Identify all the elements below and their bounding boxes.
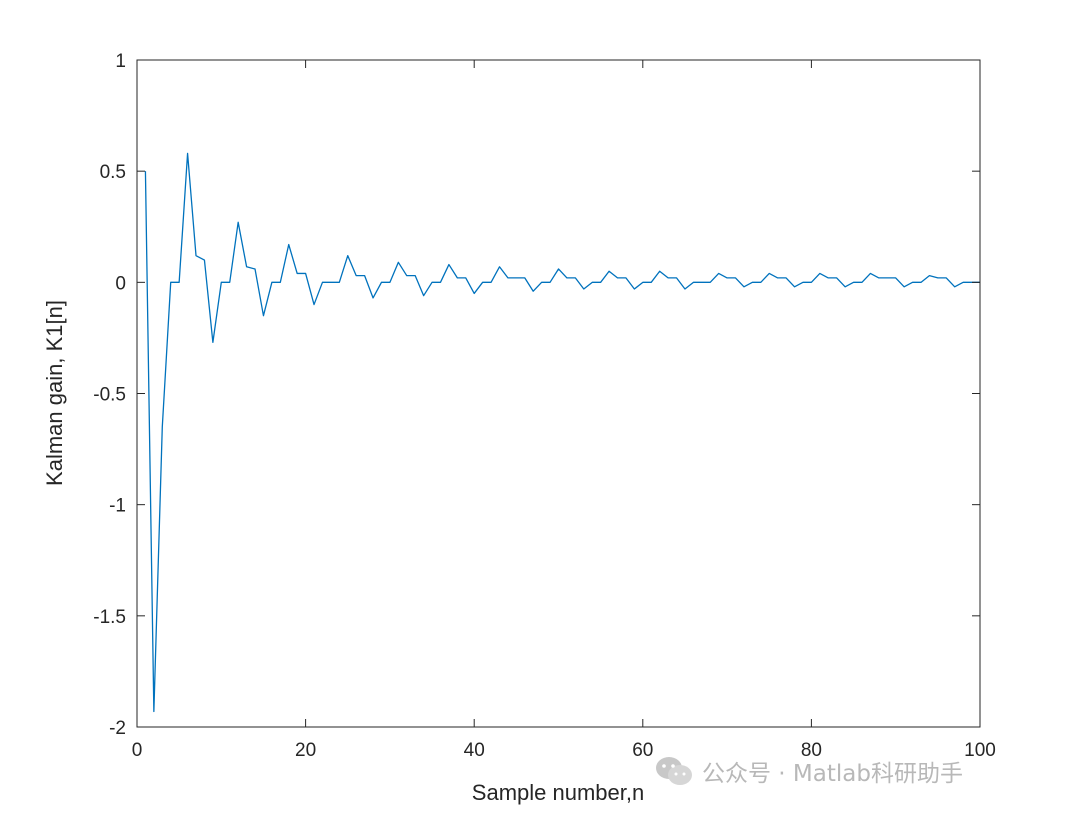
y-tick-label: 0.5 xyxy=(100,162,126,183)
plot-area xyxy=(137,60,980,727)
x-tick-label: 20 xyxy=(295,740,316,761)
y-tick-label: 0 xyxy=(115,273,126,294)
y-tick-label: 1 xyxy=(115,51,126,72)
x-tick-label: 100 xyxy=(964,740,996,761)
y-axis-label: Kalman gain, K1[n] xyxy=(42,300,67,486)
watermark: 公众号 · Matlab科研助手 xyxy=(654,753,963,789)
y-tick-label: -0.5 xyxy=(93,385,126,406)
wechat-icon xyxy=(656,757,692,785)
y-tick-label: -1.5 xyxy=(93,607,126,628)
x-tick-label: 80 xyxy=(801,740,822,761)
series-line xyxy=(144,152,980,713)
x-axis-label: Sample number,n xyxy=(472,780,644,805)
x-tick-label: 40 xyxy=(464,740,485,761)
x-tick-label: 60 xyxy=(632,740,653,761)
x-tick-label: 0 xyxy=(132,740,143,761)
watermark-text: 公众号 · Matlab科研助手 xyxy=(702,761,963,787)
y-tick-label: -1 xyxy=(109,496,126,517)
y-tick-label: -2 xyxy=(109,718,126,739)
